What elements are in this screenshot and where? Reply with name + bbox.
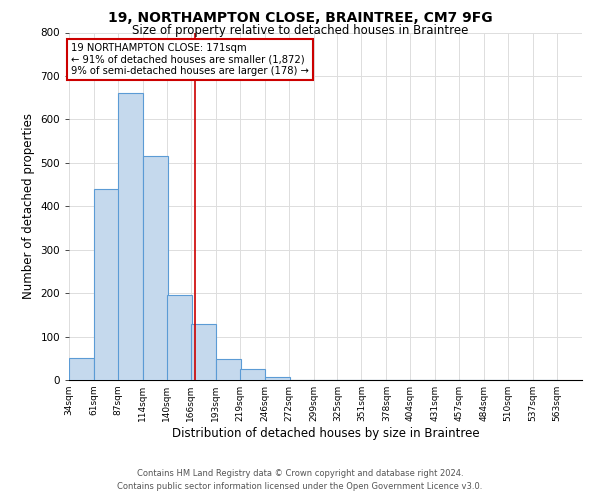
Text: 19, NORTHAMPTON CLOSE, BRAINTREE, CM7 9FG: 19, NORTHAMPTON CLOSE, BRAINTREE, CM7 9F… xyxy=(107,11,493,25)
X-axis label: Distribution of detached houses by size in Braintree: Distribution of detached houses by size … xyxy=(172,427,479,440)
Bar xyxy=(94,189,119,380)
Bar xyxy=(167,296,192,380)
Text: Contains HM Land Registry data © Crown copyright and database right 2024.
Contai: Contains HM Land Registry data © Crown c… xyxy=(118,470,482,491)
Bar xyxy=(265,376,290,380)
Bar xyxy=(191,324,216,380)
Text: 19 NORTHAMPTON CLOSE: 171sqm
← 91% of detached houses are smaller (1,872)
9% of : 19 NORTHAMPTON CLOSE: 171sqm ← 91% of de… xyxy=(71,43,309,76)
Bar xyxy=(69,358,94,380)
Text: Size of property relative to detached houses in Braintree: Size of property relative to detached ho… xyxy=(132,24,468,37)
Bar xyxy=(118,94,143,380)
Bar xyxy=(239,369,265,380)
Bar xyxy=(216,359,241,380)
Bar xyxy=(143,156,168,380)
Y-axis label: Number of detached properties: Number of detached properties xyxy=(22,114,35,299)
